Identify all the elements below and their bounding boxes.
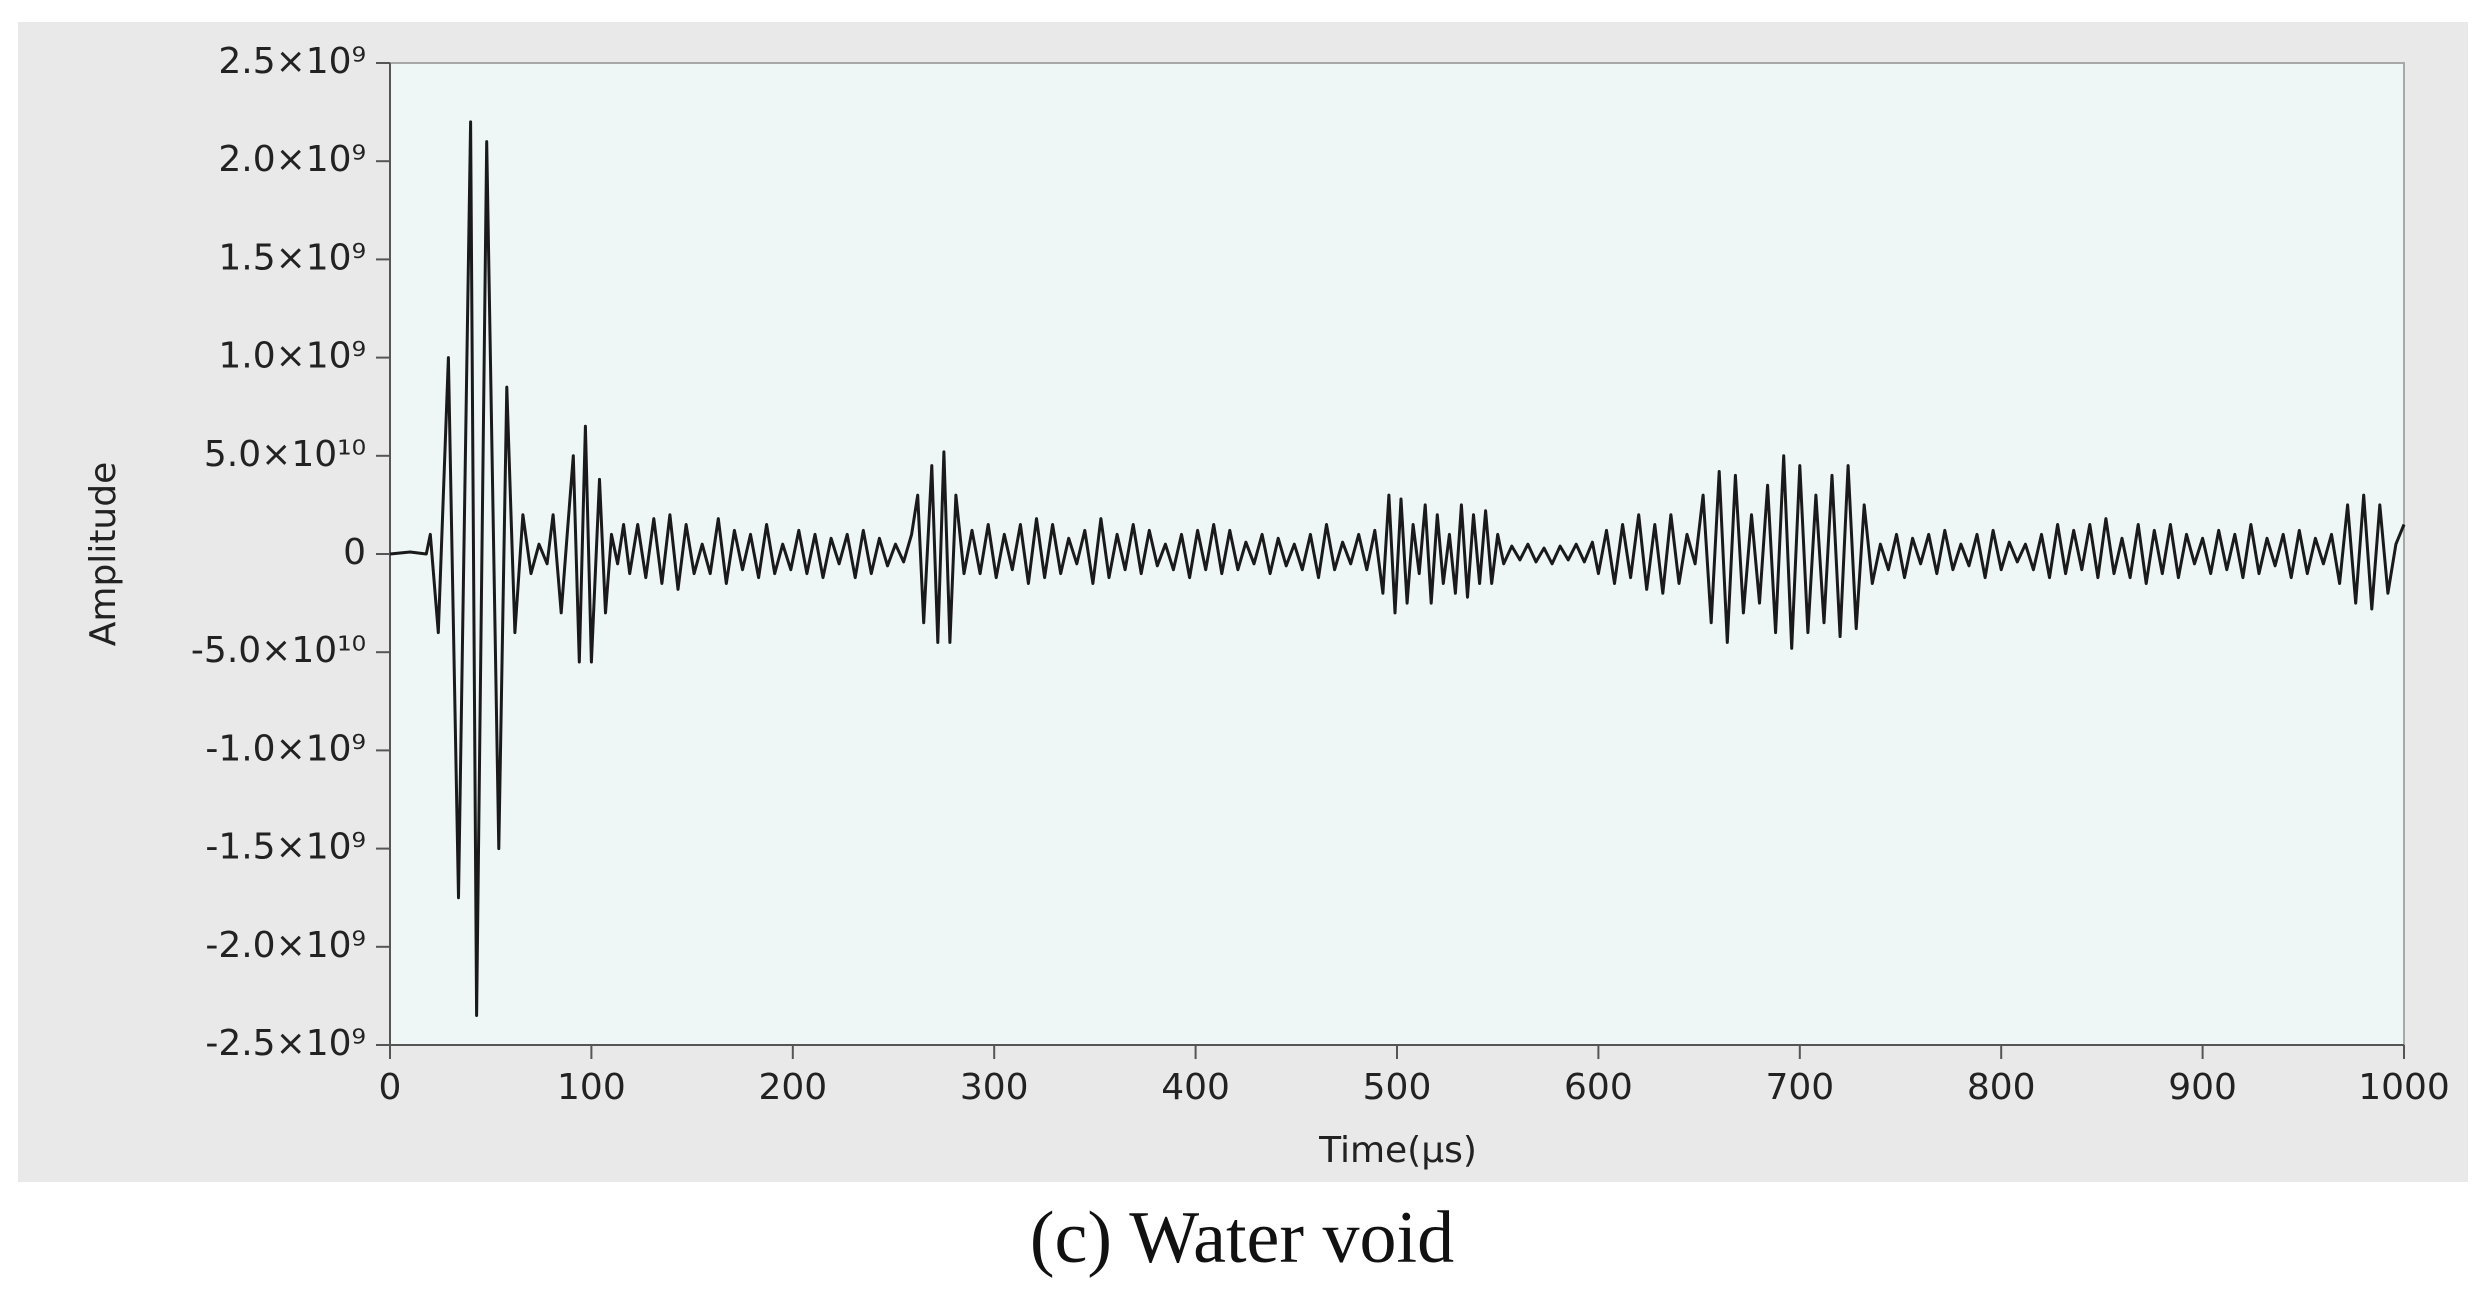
y-tick-label: -1.0×10⁹ (205, 728, 366, 769)
y-tick-label: 5.0×10¹⁰ (204, 434, 366, 475)
x-tick-label: 200 (758, 1067, 827, 1108)
signal-line (389, 120, 2406, 1017)
y-axis-label: Amplitude (83, 462, 124, 646)
y-tick-label: 2.5×10⁹ (218, 41, 366, 82)
x-tick-label: 700 (1765, 1067, 1834, 1108)
x-tick-label: 400 (1161, 1067, 1230, 1108)
y-tick-label: -2.5×10⁹ (205, 1023, 366, 1064)
x-tick-label: 0 (379, 1067, 402, 1108)
x-tick-label: 100 (557, 1067, 626, 1108)
y-tick-label: -2.0×10⁹ (205, 925, 366, 966)
y-tick-label: 0 (343, 532, 366, 573)
y-tick-label: 2.0×10⁹ (218, 139, 366, 180)
x-tick-label: 900 (2168, 1067, 2237, 1108)
x-tick-label: 500 (1363, 1067, 1432, 1108)
x-axis-label: Time(μs) (1318, 1130, 1477, 1171)
x-tick-label: 600 (1564, 1067, 1633, 1108)
y-tick-label: 1.5×10⁹ (218, 237, 366, 278)
caption: (c) Water void (1030, 1197, 1454, 1279)
y-tick-label: -5.0×10¹⁰ (191, 630, 366, 671)
y-tick-label: -1.5×10⁹ (205, 827, 366, 868)
x-tick-label: 300 (960, 1067, 1029, 1108)
x-tick-label: 800 (1967, 1067, 2036, 1108)
x-tick-label: 1000 (2358, 1067, 2450, 1108)
y-tick-label: 1.0×10⁹ (218, 336, 366, 377)
